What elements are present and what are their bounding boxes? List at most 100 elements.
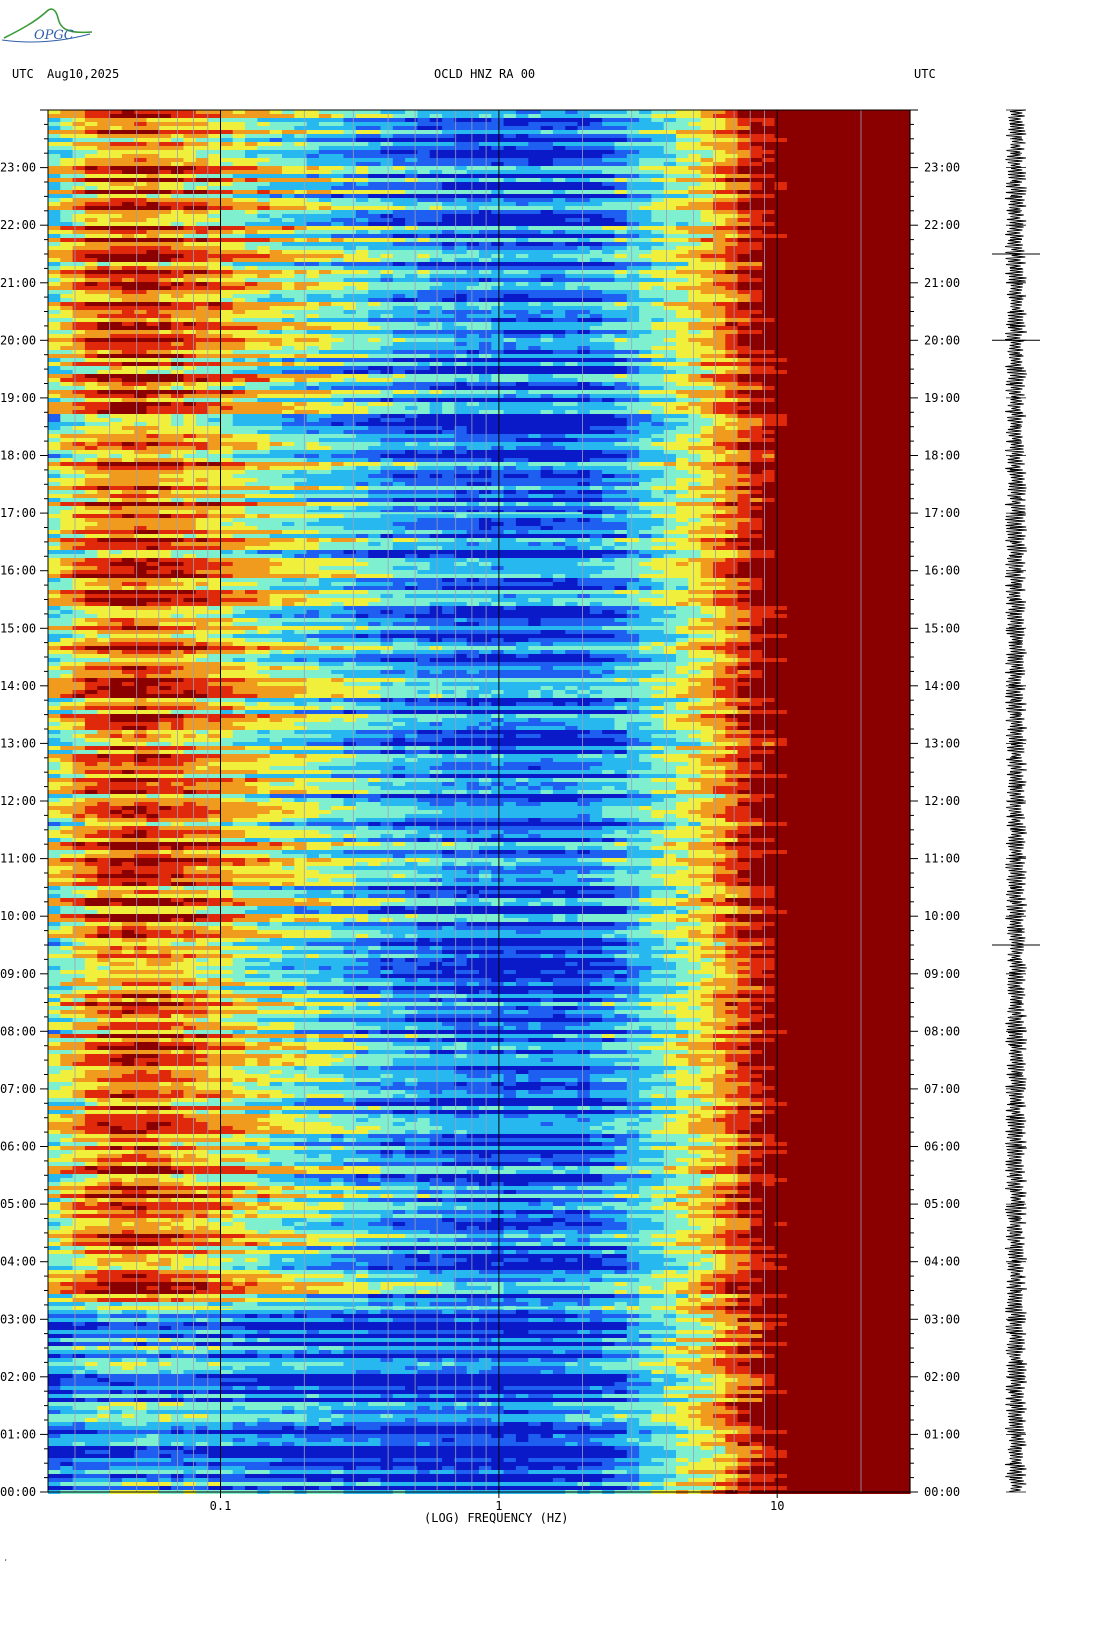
spectrogram-cell: [257, 318, 271, 322]
spectrogram-cell: [897, 126, 911, 130]
spectrogram-cell: [786, 118, 800, 122]
spectrogram-cell: [220, 194, 234, 198]
spectrogram-cell: [725, 214, 739, 218]
spectrogram-cell: [380, 358, 394, 362]
spectrogram-cell: [183, 158, 197, 162]
spectrogram-cell: [897, 170, 911, 174]
spectrogram-cell: [72, 302, 86, 306]
spectrogram-cell: [232, 342, 246, 346]
spectrogram-cell: [97, 238, 111, 242]
spectrogram-cell: [515, 250, 529, 254]
spectrogram-cell: [405, 114, 418, 118]
spectrogram-cell: [873, 218, 886, 222]
spectrogram-cell: [639, 294, 652, 298]
spectrogram-cell: [823, 130, 837, 134]
spectrogram-cell: [97, 198, 111, 202]
spectrogram-cell: [503, 210, 517, 214]
spectrogram-cell: [774, 218, 788, 222]
spectrogram-cell: [72, 186, 86, 190]
spectrogram-cell: [503, 274, 517, 278]
spectrogram-cell: [515, 318, 529, 322]
spectrogram-cell: [429, 150, 443, 154]
spectrogram-cell: [318, 206, 332, 210]
spectrogram-cell: [626, 366, 640, 370]
spectrogram-cell: [860, 226, 874, 230]
spectrogram-cell: [614, 246, 628, 250]
spectrogram-cell: [72, 330, 86, 334]
spectrogram-cell: [269, 130, 283, 134]
spectrogram-cell: [282, 110, 295, 114]
spectrogram-cell: [811, 142, 825, 146]
spectrogram-cell: [84, 290, 98, 294]
spectrogram-cell: [540, 202, 554, 206]
spectrogram-cell: [306, 302, 320, 306]
spectrogram-cell: [331, 358, 345, 362]
spectrogram-cell: [762, 158, 776, 162]
spectrogram-cell: [589, 138, 603, 142]
spectrogram-cell: [195, 298, 209, 302]
spectrogram-cell: [823, 298, 837, 302]
spectrogram-cell: [713, 226, 726, 230]
spectrogram-cell: [663, 342, 677, 346]
spectrogram-cell: [589, 306, 603, 310]
spectrogram-cell: [823, 338, 837, 342]
spectrogram-cell: [380, 174, 394, 178]
spectrogram-cell: [565, 218, 579, 222]
spectrogram-cell: [294, 266, 308, 270]
spectrogram-cell: [528, 158, 542, 162]
spectrogram-cell: [836, 214, 849, 218]
spectrogram-cell: [121, 374, 135, 378]
spectrogram-cell: [392, 318, 406, 322]
spectrogram-cell: [343, 378, 357, 382]
spectrogram-cell: [885, 378, 899, 382]
spectrogram-cell: [195, 374, 209, 378]
spectrogram-cell: [873, 302, 886, 306]
spectrogram-cell: [48, 158, 61, 162]
spectrogram-cell: [318, 334, 332, 338]
spectrogram-cell: [282, 302, 295, 306]
spectrogram-cell: [257, 202, 271, 206]
spectrogram-cell: [72, 262, 86, 266]
spectrogram-cell: [479, 142, 492, 146]
spectrogram-cell: [257, 362, 271, 366]
spectrogram-cell: [232, 286, 246, 290]
spectrogram-cell: [528, 338, 542, 342]
spectrogram-cell: [811, 206, 825, 210]
spectrogram-cell: [282, 114, 295, 118]
spectrogram-cell: [97, 318, 111, 322]
spectrogram-cell: [491, 378, 505, 382]
spectrogram-cell: [294, 262, 308, 266]
spectrogram-cell: [417, 314, 431, 318]
spectrogram-cell: [602, 250, 615, 254]
spectrogram-cell: [195, 206, 209, 210]
spectrogram-cell: [639, 234, 652, 238]
spectrogram-cell: [343, 202, 357, 206]
spectrogram-cell: [109, 142, 123, 146]
spectrogram-cell: [762, 246, 776, 250]
spectrogram-cell: [466, 138, 480, 142]
spectrogram-cell: [552, 198, 566, 202]
spectrogram-cell: [146, 278, 160, 282]
spectrogram-cell: [848, 230, 862, 234]
spectrogram-cell: [786, 110, 800, 114]
spectrogram-cell: [688, 254, 702, 258]
spectrogram-cell: [392, 190, 406, 194]
spectrogram-cell: [737, 270, 751, 274]
spectrogram-cell: [60, 198, 74, 202]
spectrogram-cell: [749, 194, 763, 198]
spectrogram-cell: [614, 162, 628, 166]
spectrogram-cell: [72, 122, 86, 126]
spectrogram-cell: [60, 394, 74, 398]
spectrogram-cell: [318, 162, 332, 166]
spectrogram-cell: [836, 362, 849, 366]
spectrogram-cell: [614, 218, 628, 222]
spectrogram-cell: [331, 298, 345, 302]
spectrogram-cell: [626, 230, 640, 234]
spectrogram-cell: [540, 218, 554, 222]
spectrogram-cell: [565, 246, 579, 250]
spectrogram-cell: [84, 338, 98, 342]
spectrogram-cell: [848, 254, 862, 258]
spectrogram-cell: [577, 314, 591, 318]
spectrogram-cell: [577, 214, 591, 218]
spectrogram-cell: [72, 326, 86, 330]
